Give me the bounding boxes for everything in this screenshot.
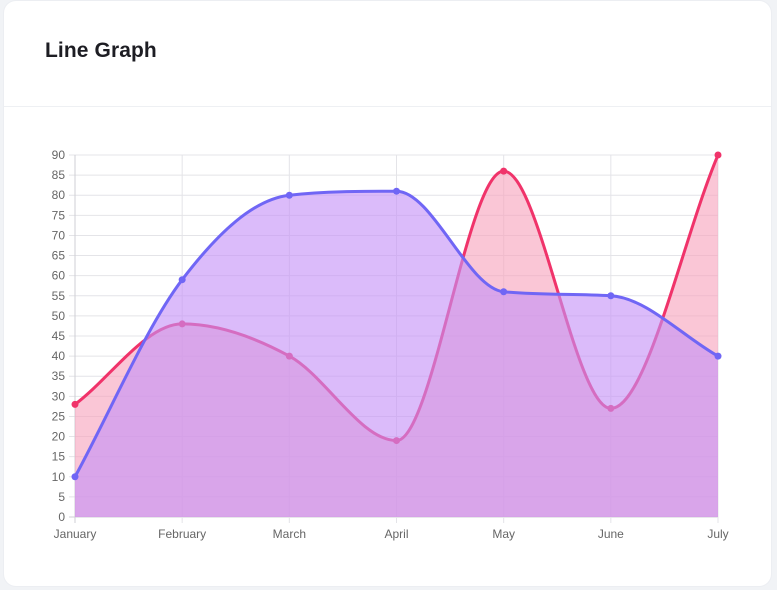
x-tick-label: July xyxy=(707,527,728,541)
y-tick-label: 70 xyxy=(52,228,66,242)
card-title: Line Graph xyxy=(45,39,157,62)
series-2-area xyxy=(75,191,718,517)
series-2-point xyxy=(607,292,615,300)
y-tick-label: 55 xyxy=(52,289,66,303)
y-tick-label: 20 xyxy=(52,430,66,444)
y-tick-label: 50 xyxy=(52,309,66,323)
y-tick-label: 5 xyxy=(58,490,65,504)
y-tick-label: 40 xyxy=(52,349,66,363)
series-2-point xyxy=(71,473,79,481)
series-2-point xyxy=(393,187,400,195)
y-tick-label: 0 xyxy=(58,510,65,524)
series-2-point xyxy=(714,352,722,360)
x-tick-label: May xyxy=(492,527,515,541)
y-tick-label: 90 xyxy=(52,148,66,162)
x-tick-label: February xyxy=(158,527,206,541)
y-tick-label: 30 xyxy=(52,389,66,403)
card-header: Line Graph xyxy=(4,1,771,107)
y-tick-label: 25 xyxy=(52,409,66,423)
series-1-point xyxy=(500,167,508,175)
y-tick-label: 80 xyxy=(52,188,66,202)
y-tick-label: 85 xyxy=(52,168,66,182)
x-tick-label: January xyxy=(54,527,97,541)
series-2-point xyxy=(285,191,293,199)
x-tick-label: April xyxy=(384,527,408,541)
series-1-point xyxy=(714,151,722,159)
series-2-point xyxy=(500,288,508,296)
y-tick-label: 65 xyxy=(52,249,66,263)
y-tick-label: 60 xyxy=(52,269,66,283)
series-1-point xyxy=(71,400,79,408)
y-tick-label: 10 xyxy=(52,470,66,484)
y-tick-label: 45 xyxy=(52,329,66,343)
x-tick-label: March xyxy=(273,527,306,541)
y-tick-label: 35 xyxy=(52,369,66,383)
y-tick-label: 75 xyxy=(52,208,66,222)
y-tick-label: 15 xyxy=(52,450,66,464)
series-2-point xyxy=(178,276,186,284)
x-tick-label: June xyxy=(598,527,624,541)
